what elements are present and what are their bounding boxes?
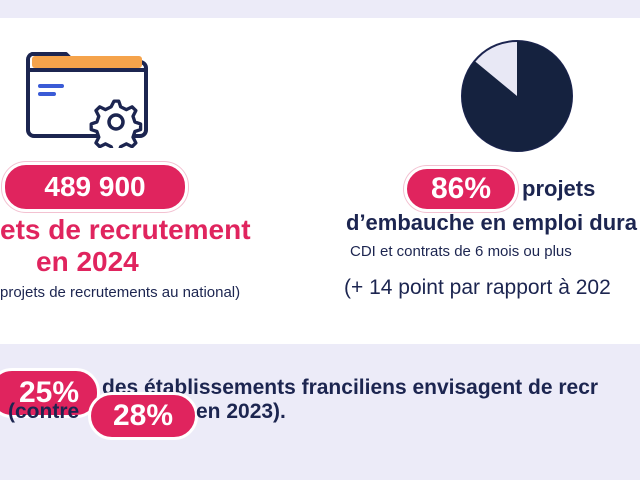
percent-28: 28%: [112, 399, 174, 432]
percent-25-pill: 25%: [0, 368, 100, 418]
recruitment-line1: ets de recrutement: [0, 214, 251, 245]
pie-chart-icon: [459, 38, 575, 154]
recruitment-value: 489 900: [44, 171, 146, 202]
comparison-note: (+ 14 point par rapport à 202: [344, 276, 611, 299]
recruitment-value-pill: 489 900: [2, 162, 188, 212]
hiring-label: d’embauche en emploi dura: [346, 210, 637, 235]
percent-28-pill: 28%: [88, 392, 198, 440]
percent-86-pill: 86%: [404, 166, 518, 212]
establishments-text: des établissements franciliens envisagen…: [102, 376, 599, 399]
percent-25: 25%: [18, 376, 80, 409]
recruitment-note: projets de recrutements au national): [0, 284, 241, 301]
recruitment-line2: en 2024: [36, 246, 139, 277]
contract-note: CDI et contrats de 6 mois ou plus: [350, 243, 572, 260]
folder-gear-icon: [22, 44, 152, 155]
projects-label: projets: [522, 176, 596, 201]
contre-prefix: (contre: [8, 400, 80, 423]
percent-86: 86%: [430, 172, 492, 205]
year-suffix: en 2023).: [196, 400, 286, 423]
pie-dark-slice: [462, 41, 572, 151]
